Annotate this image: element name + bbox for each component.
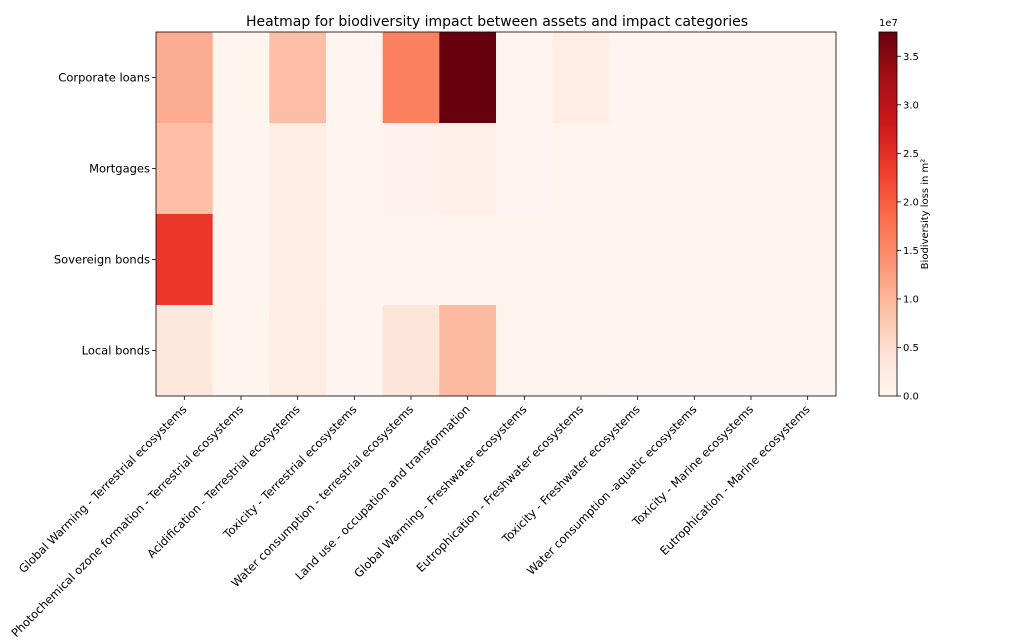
y-tick-label: Local bonds — [82, 344, 150, 358]
heatmap-cell — [496, 305, 554, 397]
heatmap-cell — [666, 305, 724, 397]
y-tick-label: Corporate loans — [58, 71, 150, 85]
colorbar-tick-label: 1.5 — [903, 246, 919, 257]
colorbar-tick-label: 0.0 — [903, 392, 919, 403]
heatmap-cell — [156, 123, 214, 215]
heatmap-cell — [439, 32, 497, 124]
x-tick-label: Photochemical ozone formation - Terrestr… — [8, 402, 246, 640]
heatmap-cell — [722, 32, 780, 124]
heatmap-cell — [269, 305, 327, 397]
y-tick-label: Sovereign bonds — [54, 253, 150, 267]
heatmap-cell — [326, 123, 384, 215]
heatmap-cells — [156, 32, 837, 397]
chart-title: Heatmap for biodiversity impact between … — [246, 14, 748, 30]
heatmap-cell — [269, 32, 327, 124]
heatmap-cell — [722, 214, 780, 306]
heatmap-cell — [552, 305, 610, 397]
heatmap-cell — [382, 32, 440, 124]
colorbar-tick-label: 2.0 — [903, 197, 919, 208]
plot-frame — [155, 31, 837, 397]
heatmap-cell — [326, 214, 384, 306]
heatmap-cell — [666, 214, 724, 306]
heatmap-cell — [779, 32, 837, 124]
colorbar-tick-label: 3.0 — [903, 100, 919, 111]
heatmap-cell — [496, 214, 554, 306]
heatmap-cell — [552, 214, 610, 306]
y-axis: Corporate loans Mortgages Sovereign bonds L… — [54, 71, 156, 358]
colorbar-tick-label: 2.5 — [903, 149, 919, 160]
colorbar — [878, 31, 898, 397]
heatmap-cell — [439, 214, 497, 306]
colorbar-tick-label: 3.5 — [903, 52, 919, 63]
colorbar-label: Biodiversity loss in m² — [920, 159, 931, 270]
heatmap-cell — [156, 32, 214, 124]
heatmap-cell — [212, 123, 270, 215]
heatmap-cell — [666, 32, 724, 124]
y-tick-label: Mortgages — [89, 162, 150, 176]
heatmap-cell — [496, 32, 554, 124]
heatmap-cell — [382, 305, 440, 397]
heatmap-cell — [609, 123, 667, 215]
heatmap-cell — [666, 123, 724, 215]
heatmap-cell — [326, 32, 384, 124]
x-axis: Global Warming - Terrestrial ecosystemsP… — [8, 396, 813, 640]
heatmap-cell — [212, 214, 270, 306]
heatmap-cell — [269, 123, 327, 215]
heatmap-cell — [609, 32, 667, 124]
heatmap-cell — [779, 123, 837, 215]
colorbar-tick-label: 0.5 — [903, 343, 919, 354]
colorbar-multiplier: 1e7 — [879, 18, 898, 29]
heatmap-cell — [722, 305, 780, 397]
heatmap-cell — [552, 32, 610, 124]
heatmap-cell — [212, 305, 270, 397]
heatmap-cell — [496, 123, 554, 215]
colorbar-ticks: 0.0 0.5 1.0 1.5 2.0 2.5 3.0 3.5 — [897, 52, 919, 403]
heatmap-cell — [609, 214, 667, 306]
heatmap-cell — [439, 123, 497, 215]
heatmap-cell — [156, 305, 214, 397]
heatmap-cell — [156, 214, 214, 306]
colorbar-tick-label: 1.0 — [903, 294, 919, 305]
heatmap-cell — [722, 123, 780, 215]
heatmap-cell — [382, 214, 440, 306]
heatmap-cell — [552, 123, 610, 215]
heatmap-cell — [439, 305, 497, 397]
heatmap-cell — [326, 305, 384, 397]
heatmap-cell — [212, 32, 270, 124]
x-tick-label: Toxicity - Marine ecosystems — [629, 402, 756, 529]
heatmap-cell — [779, 214, 837, 306]
heatmap-cell — [609, 305, 667, 397]
heatmap-cell — [382, 123, 440, 215]
heatmap-cell — [269, 214, 327, 306]
heatmap-cell — [779, 305, 837, 397]
